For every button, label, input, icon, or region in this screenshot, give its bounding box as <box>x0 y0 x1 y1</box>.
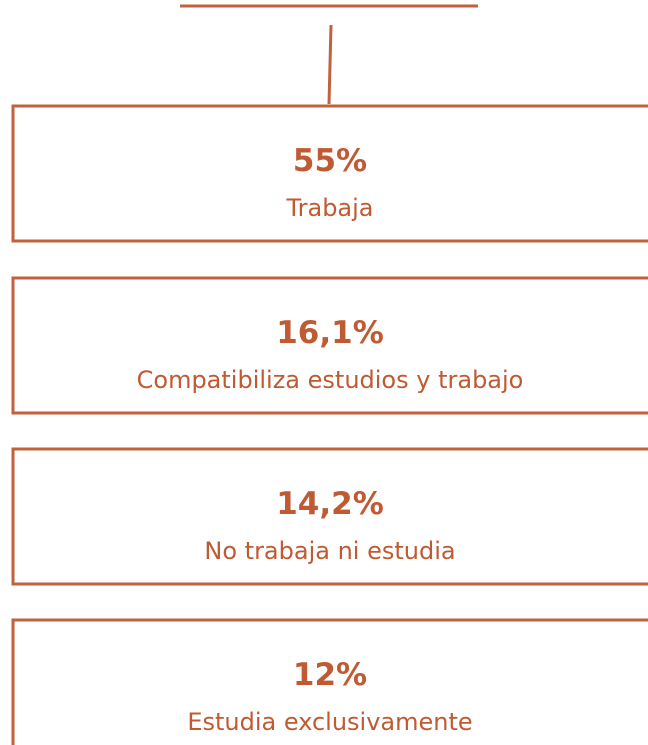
box-value: 16,1% <box>276 315 384 351</box>
box-label: Estudia exclusivamente <box>187 708 472 736</box>
vertical-connector <box>327 24 333 105</box>
box-value: 55% <box>293 143 367 179</box>
box-label: Trabaja <box>285 194 373 222</box>
box-list: 55% Trabaja 16,1% Compatibiliza estudios y … <box>11 104 648 745</box>
box <box>11 447 648 586</box>
box <box>11 104 648 243</box>
box-label: Compatibiliza estudios y trabajo <box>137 366 524 394</box>
box <box>11 276 648 415</box>
box <box>11 618 648 745</box>
box-value: 14,2% <box>276 486 384 522</box>
box-label: No trabaja ni estudia <box>204 537 455 565</box>
box-value: 12% <box>293 657 367 693</box>
